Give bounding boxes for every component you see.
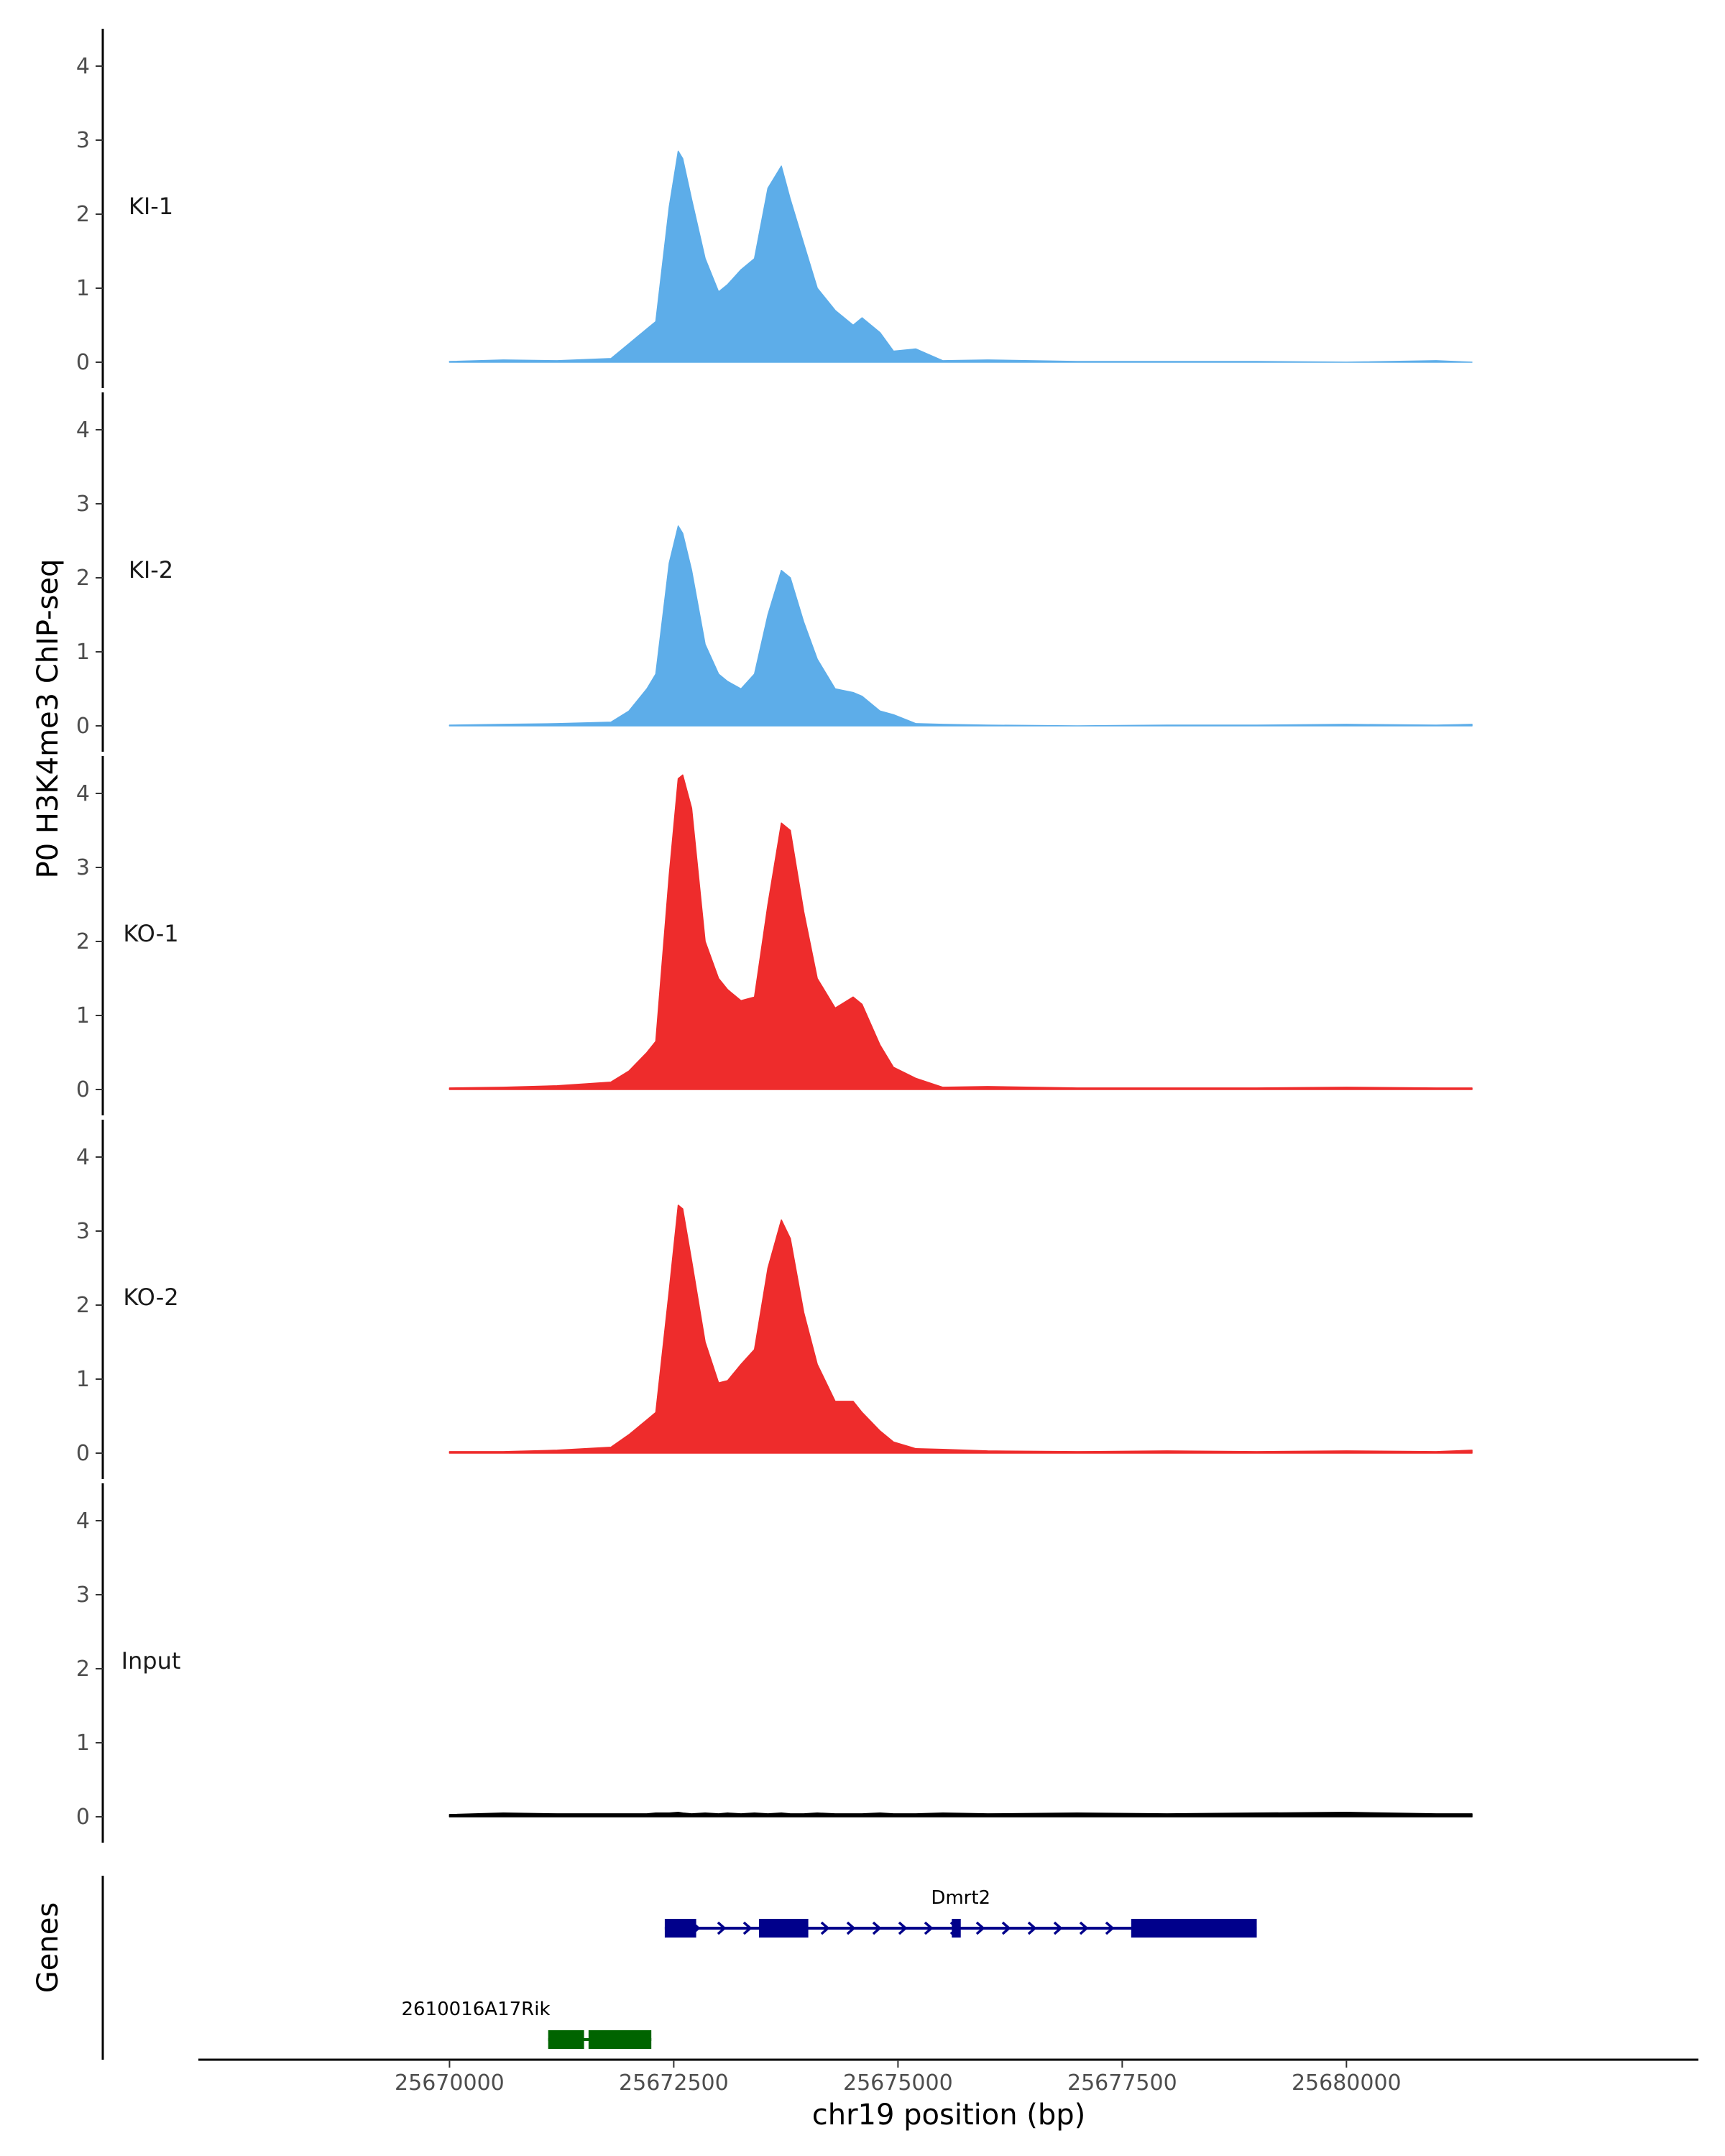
- gene-exon: [758, 1919, 809, 1938]
- track-label-ko-1: KO-1: [123, 920, 178, 947]
- gene-exon: [548, 2030, 584, 2049]
- y-tick-label: 2: [76, 202, 90, 227]
- gene-2610016a17rik: 2610016A17Rik: [401, 1999, 652, 2049]
- gene-exon: [664, 1919, 696, 1938]
- y-tick-label: 4: [76, 54, 90, 79]
- x-axis: 25670000 25672500 25675000 25677500 25680000: [198, 2058, 1698, 2096]
- coverage-tracks: 0 1 2 3 4 KI-1 0 1 2 3 4 KI-2 0 1 2 3 4 KO-1 0 1 2 3 4 KO-2 0 1 2 3…: [76, 29, 1473, 1843]
- coverage-area-ko-1: [448, 774, 1473, 1090]
- y-tick-label: 0: [76, 350, 90, 375]
- track-input: 0 1 2 3 4 Input: [76, 1483, 1473, 1843]
- strand-arrow: [898, 1921, 908, 1935]
- x-tick-label: 25672500: [619, 2070, 729, 2096]
- gene-annotation-track: Dmrt2 2610016A17Rik: [101, 1876, 1257, 2060]
- strand-arrow: [820, 1921, 830, 1935]
- gene-label: Dmrt2: [931, 1887, 990, 1909]
- genes-track-title: Genes: [32, 1902, 65, 1993]
- y-tick-label: 1: [76, 640, 90, 665]
- y-tick-label: 0: [76, 1077, 90, 1102]
- y-tick-label: 1: [76, 276, 90, 301]
- y-tick-label: 0: [76, 714, 90, 739]
- y-tick-label: 4: [76, 1508, 90, 1534]
- strand-arrow: [975, 1921, 985, 1935]
- y-tick-label: 3: [76, 855, 90, 880]
- track-label-ki-2: KI-2: [129, 556, 173, 584]
- x-tick-label: 25680000: [1292, 2070, 1402, 2096]
- y-tick-label: 1: [76, 1003, 90, 1028]
- gene-dmrt2: Dmrt2: [664, 1887, 1257, 1938]
- coverage-area-ki-2: [448, 525, 1473, 727]
- track-ko-2: 0 1 2 3 4 KO-2: [76, 1120, 1473, 1479]
- strand-arrow: [1027, 1921, 1037, 1935]
- x-tick-label: 25675000: [843, 2070, 953, 2096]
- gene-exon: [588, 2030, 652, 2049]
- strand-arrow: [872, 1921, 882, 1935]
- gene-exon: [952, 1919, 961, 1938]
- gene-label: 2610016A17Rik: [401, 1999, 550, 2020]
- y-axis-title: P0 H3K4me3 ChIP-seq: [32, 559, 65, 879]
- y-tick-label: 3: [76, 1219, 90, 1244]
- strand-arrow: [1105, 1921, 1115, 1935]
- y-tick-label: 1: [76, 1731, 90, 1756]
- strand-arrow: [742, 1921, 753, 1935]
- strand-arrow: [924, 1921, 934, 1935]
- strand-arrow: [1001, 1921, 1011, 1935]
- track-ko-1: 0 1 2 3 4 KO-1: [76, 756, 1473, 1115]
- track-label-input: Input: [121, 1647, 181, 1674]
- y-tick-label: 2: [76, 929, 90, 954]
- y-tick-label: 2: [76, 1293, 90, 1318]
- x-tick-label: 25670000: [395, 2070, 505, 2096]
- strand-arrow: [846, 1921, 856, 1935]
- coverage-area-ko-2: [448, 1204, 1473, 1454]
- coverage-area-input: [448, 1812, 1473, 1818]
- x-axis-title: chr19 position (bp): [812, 2099, 1086, 2132]
- x-tick-label: 25677500: [1067, 2070, 1177, 2096]
- track-label-ki-1: KI-1: [129, 193, 173, 220]
- y-tick-label: 1: [76, 1367, 90, 1392]
- y-tick-label: 0: [76, 1805, 90, 1830]
- y-tick-label: 3: [76, 128, 90, 153]
- track-ki-1: 0 1 2 3 4 KI-1: [76, 29, 1473, 388]
- track-label-ko-2: KO-2: [123, 1284, 178, 1311]
- y-tick-label: 4: [76, 1145, 90, 1170]
- y-tick-label: 2: [76, 1657, 90, 1682]
- y-tick-label: 3: [76, 1583, 90, 1608]
- gene-exon: [1131, 1919, 1257, 1938]
- y-tick-label: 3: [76, 492, 90, 517]
- track-ki-2: 0 1 2 3 4 KI-2: [76, 392, 1473, 752]
- y-tick-label: 2: [76, 566, 90, 591]
- y-tick-label: 4: [76, 781, 90, 806]
- strand-arrow: [1053, 1921, 1063, 1935]
- y-tick-label: 4: [76, 418, 90, 443]
- coverage-area-ki-1: [448, 150, 1473, 363]
- y-tick-label: 0: [76, 1441, 90, 1466]
- strand-arrow: [1079, 1921, 1089, 1935]
- strand-arrow: [717, 1921, 727, 1935]
